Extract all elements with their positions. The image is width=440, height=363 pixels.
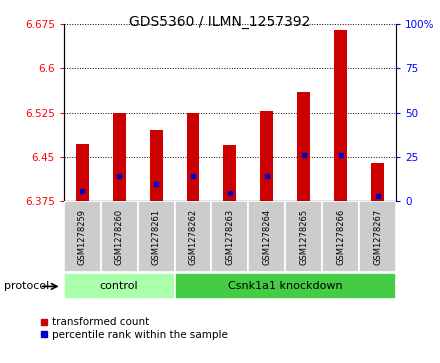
Text: GSM1278264: GSM1278264 [262,209,271,265]
Text: GSM1278262: GSM1278262 [188,209,198,265]
Bar [334,29,347,201]
Text: GSM1278267: GSM1278267 [373,209,382,265]
Text: GSM1278260: GSM1278260 [115,209,124,265]
Bar [113,113,126,201]
Bar [260,111,273,201]
Bar [297,92,310,201]
Text: GSM1278266: GSM1278266 [336,209,345,265]
Bar [187,113,199,201]
Bar [175,201,212,272]
Bar [64,201,101,272]
Text: GSM1278261: GSM1278261 [151,209,161,265]
Text: GSM1278259: GSM1278259 [78,209,87,265]
Bar [285,201,322,272]
Bar [64,273,175,299]
Bar [150,130,162,201]
Bar [359,201,396,272]
Bar [322,201,359,272]
Bar [371,163,384,201]
Text: control: control [100,281,139,291]
Bar [224,145,236,201]
Bar [175,273,396,299]
Bar [212,201,248,272]
Bar [138,201,175,272]
Bar [76,144,89,201]
Text: protocol: protocol [4,281,50,291]
Legend: transformed count, percentile rank within the sample: transformed count, percentile rank withi… [40,317,228,340]
Text: GDS5360 / ILMN_1257392: GDS5360 / ILMN_1257392 [129,15,311,29]
Bar [101,201,138,272]
Text: GSM1278263: GSM1278263 [225,209,235,265]
Bar [248,201,285,272]
Text: Csnk1a1 knockdown: Csnk1a1 knockdown [228,281,343,291]
Text: GSM1278265: GSM1278265 [299,209,308,265]
